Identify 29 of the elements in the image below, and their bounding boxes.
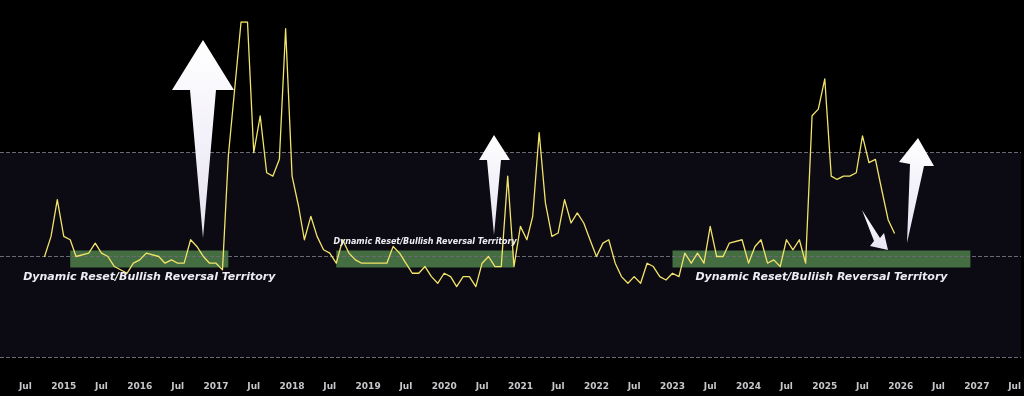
- x-tick-label: Jul: [322, 380, 337, 391]
- x-tick-label: Jul: [94, 380, 108, 391]
- x-tick-label: Jul: [855, 380, 869, 391]
- x-tick-label: 2017: [203, 380, 229, 391]
- x-tick-label: 2022: [583, 380, 609, 391]
- band-label: Dynamic Reset/Bullish Reversal Territory: [23, 269, 277, 283]
- x-tick-label: Jul: [474, 380, 489, 391]
- x-tick-label: Jul: [779, 380, 793, 391]
- x-tick-label: 2027: [964, 380, 990, 391]
- band-label: Dynamic Reset/Buliish Reversal Territory: [695, 269, 949, 283]
- x-tick-label: 2016: [127, 380, 153, 391]
- x-tick-label: 2021: [507, 380, 533, 391]
- x-tick-label: 2019: [355, 380, 381, 391]
- x-tick-label: Jul: [170, 380, 185, 391]
- x-tick-label: Jul: [246, 380, 261, 391]
- x-tick-label: Jul: [550, 380, 565, 391]
- x-tick-label: 2026: [888, 380, 914, 391]
- x-tick-label: 2018: [279, 380, 305, 391]
- x-tick-label: Jul: [702, 380, 717, 391]
- x-tick-label: 2015: [51, 380, 77, 391]
- x-tick-label: Jul: [398, 380, 413, 391]
- x-tick-label: 2025: [812, 380, 838, 391]
- x-tick-label: 2024: [736, 380, 762, 391]
- x-tick-label: Jul: [17, 380, 32, 391]
- x-tick-label: Jul: [626, 380, 641, 391]
- x-tick-label: Jul: [931, 380, 945, 391]
- x-tick-label: 2023: [659, 380, 686, 391]
- x-tick-label: 2020: [431, 380, 457, 391]
- x-tick-label: Jul: [1007, 380, 1021, 391]
